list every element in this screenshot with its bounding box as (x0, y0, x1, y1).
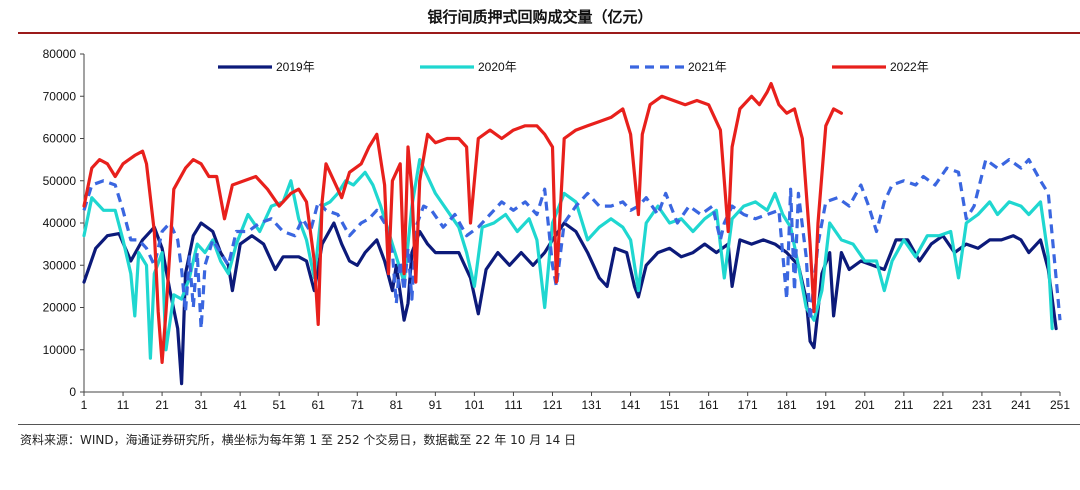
x-tick-label: 211 (894, 398, 913, 412)
footer-divider (18, 424, 1080, 425)
x-tick-label: 21 (155, 398, 169, 412)
x-tick-label: 181 (777, 398, 797, 412)
legend-label-4: 2022年 (890, 60, 929, 74)
x-tick-label: 131 (582, 398, 602, 412)
y-axis-ticks: 0 10000 20000 30000 40000 50000 60000 70000 8000… (43, 47, 84, 399)
x-tick-label: 41 (233, 398, 247, 412)
legend-label-2: 2020年 (478, 60, 517, 74)
x-tick-label: 191 (816, 398, 836, 412)
x-tick-label: 141 (621, 398, 641, 412)
x-tick-label: 101 (464, 398, 484, 412)
y-tick-label: 10000 (43, 343, 77, 357)
y-tick-label: 80000 (43, 47, 77, 61)
series-line-3 (82, 158, 1062, 331)
x-tick-label: 111 (504, 398, 523, 412)
x-tick-label: 11 (117, 398, 130, 412)
chart-legend: 2019年 2020年 2021年 2022年 (218, 60, 929, 74)
legend-label-3: 2021年 (688, 60, 727, 74)
x-tick-label: 91 (429, 398, 443, 412)
x-tick-label: 161 (699, 398, 719, 412)
x-tick-label: 231 (972, 398, 992, 412)
x-tick-label: 71 (351, 398, 365, 412)
y-tick-label: 0 (69, 385, 76, 399)
y-tick-label: 50000 (43, 174, 77, 188)
x-axis-ticks: 1 11 21 31 41 51 61 71 81 91 101 111 121 131 141 151 161… (81, 392, 1070, 412)
y-tick-label: 30000 (43, 258, 77, 272)
source-note: 资料来源：WIND，海通证券研究所，横坐标为每年第 1 至 252 个交易日，数… (20, 433, 577, 447)
y-tick-label: 20000 (43, 301, 77, 315)
series-lines (82, 82, 1062, 386)
y-tick-label: 60000 (43, 132, 77, 146)
series-line-1 (82, 221, 1058, 386)
series-line-4 (82, 82, 843, 364)
y-tick-label: 70000 (43, 89, 77, 103)
x-tick-label: 61 (312, 398, 326, 412)
x-tick-label: 251 (1050, 398, 1070, 412)
x-tick-label: 121 (542, 398, 562, 412)
line-chart: 0 10000 20000 30000 40000 50000 60000 70000 8000… (43, 47, 1071, 412)
x-tick-label: 221 (933, 398, 953, 412)
y-tick-label: 40000 (43, 216, 77, 230)
x-tick-label: 201 (855, 398, 875, 412)
chart-title: 银行间质押式回购成交量（亿元） (427, 8, 653, 26)
legend-label-1: 2019年 (276, 60, 315, 74)
x-tick-label: 171 (738, 398, 758, 412)
x-tick-label: 241 (1011, 398, 1031, 412)
x-tick-label: 1 (81, 398, 88, 412)
x-tick-label: 151 (660, 398, 680, 412)
title-divider (18, 32, 1080, 34)
x-tick-label: 51 (273, 398, 287, 412)
x-tick-label: 31 (194, 398, 208, 412)
x-tick-label: 81 (390, 398, 404, 412)
